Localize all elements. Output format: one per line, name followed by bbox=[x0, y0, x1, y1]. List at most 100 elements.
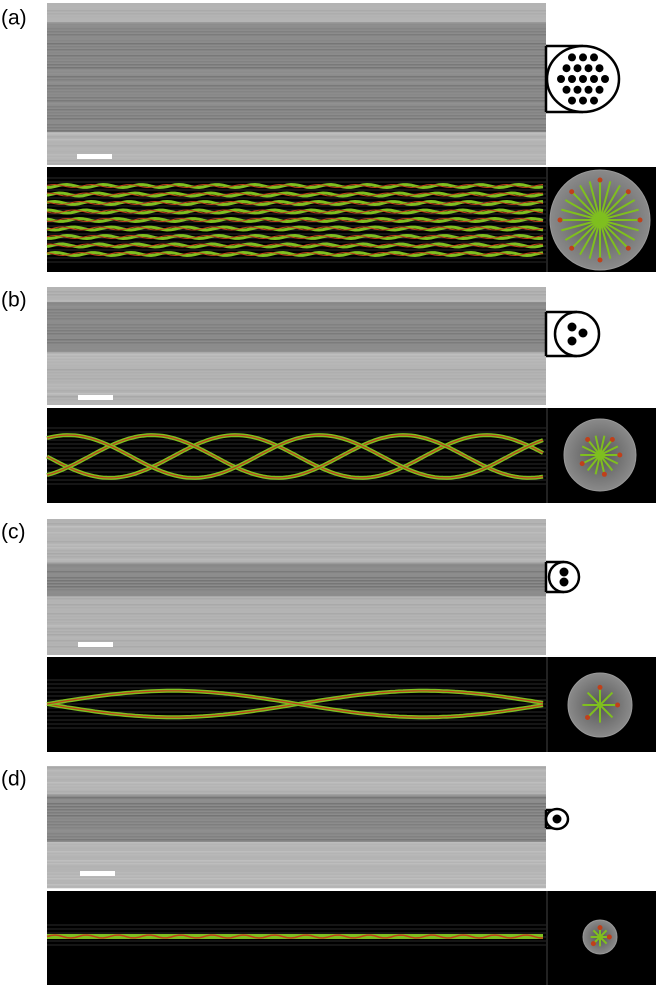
tem-stripe bbox=[47, 785, 546, 787]
tem-stripe bbox=[47, 115, 546, 117]
tem-stripe bbox=[47, 881, 546, 883]
tem-stripe bbox=[47, 112, 546, 114]
tem-stripe bbox=[47, 788, 546, 790]
tem-stripe bbox=[47, 842, 546, 844]
tem-stripe bbox=[47, 598, 546, 600]
tem-stripe bbox=[47, 607, 546, 609]
tem-stripe bbox=[47, 28, 546, 30]
tem-stripe bbox=[47, 878, 546, 880]
tem-stripe bbox=[47, 22, 546, 24]
schematic bbox=[555, 312, 599, 356]
tem-stripe bbox=[47, 824, 546, 826]
simulation bbox=[47, 657, 656, 752]
tem-stripe bbox=[47, 559, 546, 561]
schematic-dot bbox=[553, 815, 562, 824]
schematic-dot bbox=[568, 53, 576, 61]
tem-stripe bbox=[47, 589, 546, 591]
tem-stripe bbox=[47, 791, 546, 793]
tem-stripe bbox=[47, 649, 546, 651]
tem-stripe bbox=[47, 64, 546, 66]
tem-stripe bbox=[47, 82, 546, 84]
schematic-dot bbox=[563, 64, 571, 72]
schematic-dot bbox=[596, 86, 604, 94]
tem-stripe bbox=[47, 532, 546, 534]
schematic-dot bbox=[579, 329, 588, 338]
tem-stripe bbox=[47, 568, 546, 570]
tem-stripe bbox=[47, 94, 546, 96]
tem-stripe bbox=[47, 770, 546, 772]
tem-stripe bbox=[47, 830, 546, 832]
panel bbox=[47, 766, 656, 985]
schematic-dot bbox=[590, 97, 598, 105]
tem-stripe bbox=[47, 288, 546, 290]
tem-stripe bbox=[47, 34, 546, 36]
tem-stripe bbox=[47, 553, 546, 555]
tem-stripe bbox=[47, 118, 546, 120]
tem-stripe bbox=[47, 571, 546, 573]
tem-stripe bbox=[47, 127, 546, 129]
tem-stripe bbox=[47, 91, 546, 93]
schematic-dot bbox=[579, 75, 587, 83]
tem-stripe bbox=[47, 833, 546, 835]
tem-stripe bbox=[47, 634, 546, 636]
cross-atom bbox=[580, 461, 585, 466]
tem-stripe bbox=[47, 776, 546, 778]
tem-stripe bbox=[47, 806, 546, 808]
tem-stripe bbox=[47, 363, 546, 365]
tem-stripe bbox=[47, 875, 546, 877]
tem-stripe bbox=[47, 375, 546, 377]
tem-stripe bbox=[47, 381, 546, 383]
tem-stripe bbox=[47, 887, 546, 889]
scale-bar bbox=[78, 642, 113, 647]
schematic-dot bbox=[568, 323, 577, 332]
tem-stripe bbox=[47, 541, 546, 543]
tem-stripe bbox=[47, 76, 546, 78]
tem-stripe bbox=[47, 779, 546, 781]
tem-stripe bbox=[47, 97, 546, 99]
tem-stripe bbox=[47, 562, 546, 564]
tem-stripe bbox=[47, 565, 546, 567]
cross-atom bbox=[626, 246, 631, 251]
panel bbox=[47, 287, 656, 503]
tem-stripe bbox=[47, 866, 546, 868]
tem-stripe bbox=[47, 538, 546, 540]
tem-stripe bbox=[47, 580, 546, 582]
tem-stripe bbox=[47, 121, 546, 123]
schematic-dot bbox=[568, 75, 576, 83]
tem-stripe bbox=[47, 556, 546, 558]
tem-stripe bbox=[47, 640, 546, 642]
cross-atom bbox=[569, 246, 574, 251]
tem-stripe bbox=[47, 574, 546, 576]
tem-stripe bbox=[47, 845, 546, 847]
tem-stripe bbox=[47, 387, 546, 389]
tem-stripe bbox=[47, 354, 546, 356]
cross-atom bbox=[617, 453, 622, 458]
schematic-dot bbox=[560, 568, 569, 577]
tem-stripe bbox=[47, 550, 546, 552]
tem-stripe bbox=[47, 782, 546, 784]
tem-stripe bbox=[47, 154, 546, 156]
schematic-dot bbox=[579, 53, 587, 61]
tem-stripe bbox=[47, 100, 546, 102]
panel-label: (a) bbox=[1, 7, 27, 30]
tem-stripe bbox=[47, 622, 546, 624]
schematic-dot bbox=[574, 64, 582, 72]
tem-stripe bbox=[47, 291, 546, 293]
schematic-dot bbox=[585, 64, 593, 72]
tem-stripe bbox=[47, 303, 546, 305]
tem-stripe bbox=[47, 4, 546, 6]
tem-stripe bbox=[47, 809, 546, 811]
schematic bbox=[549, 562, 579, 592]
tem-stripe bbox=[47, 839, 546, 841]
schematic-dot bbox=[596, 64, 604, 72]
tem-stripe bbox=[47, 333, 546, 335]
tem-stripe bbox=[47, 294, 546, 296]
tem-stripe bbox=[47, 586, 546, 588]
cross-atom bbox=[607, 935, 612, 940]
tem-stripe bbox=[47, 773, 546, 775]
cross-atom bbox=[602, 472, 607, 477]
tem-stripe bbox=[47, 13, 546, 15]
tem-stripe bbox=[47, 31, 546, 33]
tem-stripe bbox=[47, 306, 546, 308]
figure: (a) (b) (c) (d) bbox=[0, 0, 664, 986]
